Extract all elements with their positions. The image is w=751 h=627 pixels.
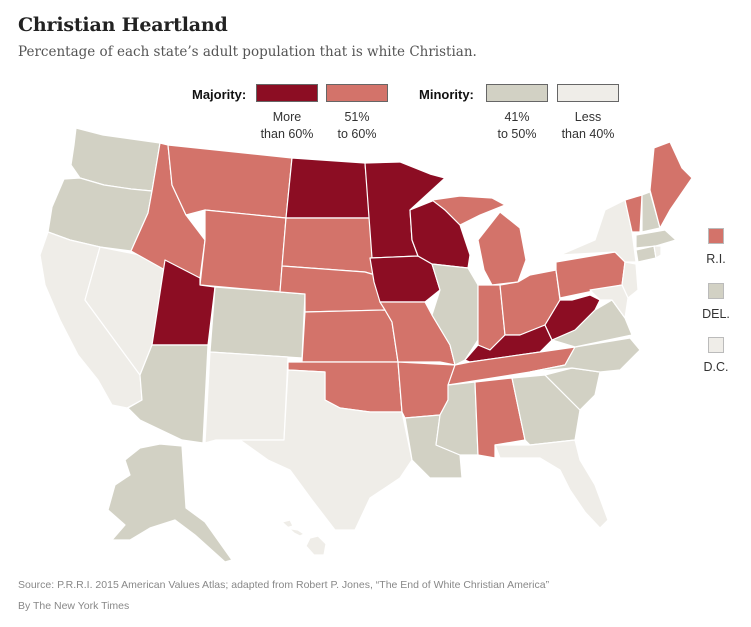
state-alaska[interactable] — [107, 443, 233, 563]
state-michigan-upper[interactable] — [431, 195, 506, 226]
state-hawaii-islands[interactable] — [281, 519, 305, 537]
small-state-label-del: DEL. — [702, 307, 730, 321]
state-maryland[interactable] — [589, 284, 629, 319]
state-rhode-island[interactable] — [653, 245, 662, 259]
small-state-box-dc — [708, 337, 724, 353]
legend-swatch-less40 — [557, 84, 619, 102]
legend-minority-label: Minority: — [419, 87, 474, 102]
state-michigan[interactable] — [477, 211, 527, 286]
legend-label-less40: Less than 40% — [561, 110, 615, 141]
state-illinois[interactable] — [431, 263, 479, 366]
small-state-label-ri: R.I. — [706, 252, 726, 266]
state-new-jersey[interactable] — [621, 261, 639, 299]
legend-swatch-41to50 — [486, 84, 548, 102]
state-hawaii[interactable] — [305, 535, 327, 556]
state-arizona[interactable] — [127, 344, 209, 444]
legend-swatch-51to60 — [326, 84, 388, 102]
state-north-dakota[interactable] — [285, 157, 371, 219]
state-montana[interactable] — [167, 144, 293, 219]
legend-majority-label: Majority: — [192, 87, 247, 102]
state-south-carolina[interactable] — [544, 367, 601, 411]
state-florida[interactable] — [494, 439, 609, 529]
small-state-box-del — [708, 283, 724, 299]
state-connecticut[interactable] — [635, 245, 657, 263]
legend-label-51to60: 51% to 60% — [337, 110, 377, 141]
state-new-york[interactable] — [559, 199, 637, 263]
state-new-mexico[interactable] — [204, 351, 289, 444]
map-subtitle: Percentage of each state’s adult populat… — [18, 44, 477, 60]
legend-label-41to50: 41% to 50% — [497, 110, 537, 141]
state-north-carolina[interactable] — [529, 337, 641, 373]
state-texas[interactable] — [239, 369, 413, 531]
small-state-label-dc: D.C. — [703, 360, 729, 374]
state-missouri[interactable] — [379, 301, 456, 366]
state-kansas[interactable] — [301, 309, 399, 363]
state-vermont[interactable] — [624, 194, 643, 233]
state-massachusetts[interactable] — [635, 229, 677, 249]
state-maine[interactable] — [649, 141, 693, 229]
byline: By The New York Times — [18, 600, 130, 612]
legend-swatch-more60 — [256, 84, 318, 102]
state-wyoming[interactable] — [199, 209, 287, 293]
small-state-box-ri — [708, 228, 724, 244]
source-note: Source: P.R.R.I. 2015 American Values At… — [18, 579, 550, 591]
state-colorado[interactable] — [209, 286, 306, 359]
map-title: Christian Heartland — [18, 14, 228, 36]
legend-label-more60: More than 60% — [260, 110, 314, 141]
